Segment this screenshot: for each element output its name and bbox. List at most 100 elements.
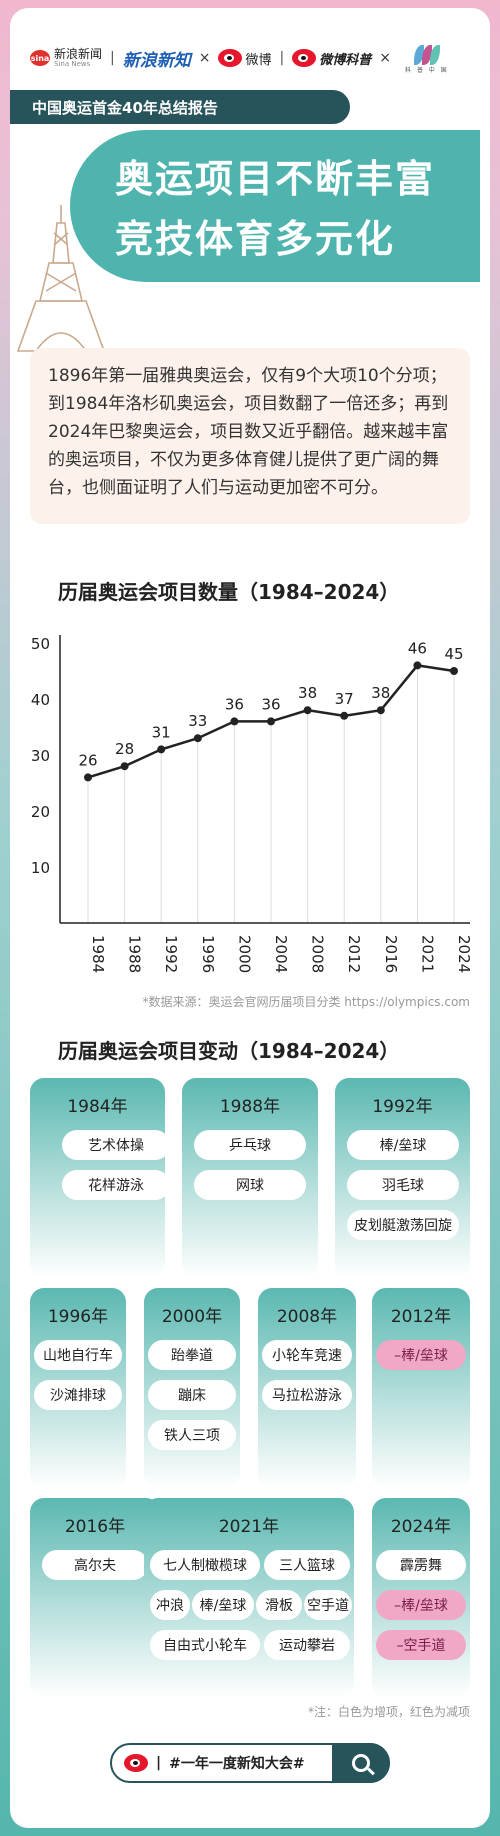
data-point	[120, 762, 129, 771]
intro-paragraph: 1896年第一届雅典奥运会，仅有9个大项10个分项；到1984年洛杉矶奥运会，项…	[30, 348, 470, 524]
added-event-pill: 滑板	[256, 1590, 302, 1620]
report-label: 中国奥运首金40年总结报告	[10, 90, 350, 124]
added-event-pill: 沙滩排球	[34, 1380, 122, 1410]
search-icon	[352, 1754, 370, 1772]
removed-event-pill: –棒/垒球	[376, 1340, 466, 1370]
added-event-pill: 皮划艇激荡回旋	[347, 1210, 459, 1240]
hero-title-line2: 竞技体育多元化	[115, 217, 396, 261]
y-tick-label: 10	[31, 859, 50, 877]
added-event-pill: 棒/垒球	[192, 1590, 254, 1620]
year-card: 2000年跆拳道蹦床铁人三项	[144, 1288, 240, 1488]
data-point	[413, 661, 422, 670]
removed-event-pill: –空手道	[376, 1630, 466, 1660]
added-event-pill: 棒/垒球	[347, 1130, 459, 1160]
weibo-eye-icon	[124, 1754, 148, 1772]
data-label: 28	[115, 740, 134, 758]
sina-news-logo: sina 新浪新闻 Sina News	[30, 48, 102, 68]
added-event-pill: 羽毛球	[347, 1170, 459, 1200]
year-label: 2012年	[390, 1307, 452, 1327]
sina-eye-icon: sina	[30, 50, 50, 66]
data-label: 26	[78, 751, 97, 769]
added-event-pill: 乒乓球	[194, 1130, 306, 1160]
year-card: 1992年棒/垒球羽毛球皮划艇激荡回旋	[335, 1078, 470, 1278]
weibo-name: 微博	[245, 52, 272, 68]
added-event-pill: 空手道	[304, 1590, 352, 1620]
year-card: 2016年 高尔夫	[30, 1498, 160, 1698]
year-label: 2016年	[64, 1517, 126, 1537]
weibo-eye-icon	[292, 49, 317, 67]
data-label: 38	[298, 684, 317, 702]
added-event-pill: 铁人三项	[148, 1420, 236, 1450]
search-divider: |	[156, 1755, 162, 1771]
kepu-zhongguo-name: 科 普 中 国	[404, 66, 449, 74]
partner-logos: sina 新浪新闻 Sina News | 新浪新知 × 微博 | 微博科普 ×…	[30, 38, 470, 78]
year-card: 2008年小轮车竞速马拉松游泳	[258, 1288, 356, 1488]
added-event-pill: 三人篮球	[264, 1550, 350, 1580]
data-label: 31	[152, 723, 171, 741]
y-tick-label: 50	[31, 635, 50, 653]
year-label: 2024年	[390, 1517, 452, 1537]
year-card: 2024年霹雳舞 –棒/垒球 –空手道	[372, 1498, 470, 1698]
year-label: 1988年	[219, 1097, 281, 1117]
events-count-chart: 10 20 30 40 50 26 28 31 33 36 36 38 37 38 46 45 1984 1988…	[10, 623, 490, 983]
added-event-pill: 七人制橄榄球	[150, 1550, 260, 1580]
year-label: 2000年	[161, 1307, 223, 1327]
data-label: 46	[408, 639, 427, 657]
data-point	[340, 711, 349, 720]
data-point	[193, 734, 202, 743]
x-tick-label: 2004	[272, 935, 290, 973]
x-tick-label: 1992	[162, 935, 180, 973]
collab-times-icon: ×	[379, 50, 391, 66]
added-event-pill: 运动攀岩	[264, 1630, 350, 1660]
x-tick-label: 2008	[309, 935, 327, 973]
added-event-pill: 马拉松游泳	[262, 1380, 352, 1410]
added-event-pill: 跆拳道	[148, 1340, 236, 1370]
sina-news-sub: Sina News	[54, 59, 91, 68]
topic-search-bar[interactable]: | #一年一度新知大会#	[110, 1743, 390, 1783]
data-label: 36	[261, 695, 280, 713]
year-label: 2021年	[218, 1517, 280, 1537]
data-point	[267, 717, 275, 726]
xinlang-xinzhi-logo: 新浪新知	[122, 50, 191, 71]
added-event-pill: 蹦床	[148, 1380, 236, 1410]
year-label: 1996年	[47, 1307, 109, 1327]
kepu-zhongguo-logo: 科 普 中 国	[405, 43, 449, 74]
data-source-note: *数据来源：奥运会官网历届项目分类 https://olympics.com	[142, 995, 470, 1009]
kepu-wing-icon	[412, 43, 442, 65]
logo-separator: |	[110, 50, 115, 66]
removed-event-pill: –棒/垒球	[376, 1590, 466, 1620]
data-point	[450, 667, 458, 675]
hero-banner: 奥运项目不断丰富 竞技体育多元化	[70, 130, 480, 282]
added-event-pill: 花样游泳	[62, 1170, 170, 1200]
year-label: 2008年	[276, 1307, 338, 1327]
year-card: 1988年 乒乓球 网球	[182, 1078, 318, 1278]
year-label: 1984年	[67, 1097, 128, 1117]
y-tick-label: 20	[31, 803, 50, 821]
hashtag-text: #一年一度新知大会#	[169, 1756, 305, 1772]
data-point	[157, 745, 166, 754]
line-chart-svg: 10 20 30 40 50 26 28 31 33 36 36 38 37 38 46 45 1984 1988…	[31, 635, 473, 973]
x-tick-label: 1988	[126, 935, 144, 973]
data-point	[230, 717, 239, 726]
logo-separator: |	[279, 50, 285, 66]
weibo-logo: 微博	[218, 49, 271, 68]
year-label: 1992年	[372, 1097, 433, 1117]
search-button[interactable]	[332, 1743, 390, 1783]
added-event-pill: 小轮车竞速	[262, 1340, 352, 1370]
year-card: 1984年艺术体操花样游泳	[30, 1078, 170, 1278]
chart-title: 历届奥运会项目数量（1984–2024）	[58, 580, 400, 604]
added-event-pill: 冲浪	[150, 1590, 190, 1620]
added-event-pill: 艺术体操	[62, 1130, 170, 1160]
weibo-kepu-logo: 微博科普	[292, 49, 371, 68]
x-tick-label: 2024	[455, 935, 473, 973]
x-tick-label: 1996	[199, 935, 217, 973]
data-label: 33	[188, 712, 207, 730]
data-label: 45	[444, 645, 463, 663]
y-tick-label: 30	[31, 747, 50, 765]
added-event-pill: 霹雳舞	[376, 1550, 466, 1580]
weibo-eye-icon	[218, 49, 243, 67]
data-point	[303, 706, 312, 715]
weibo-kepu-name: 微博科普	[319, 52, 372, 68]
data-label: 37	[335, 690, 354, 708]
year-card: 2021年 七人制橄榄球 三人篮球 冲浪 棒/垒球 滑板 空手道 自由式小轮车 运动攀岩	[144, 1498, 354, 1698]
